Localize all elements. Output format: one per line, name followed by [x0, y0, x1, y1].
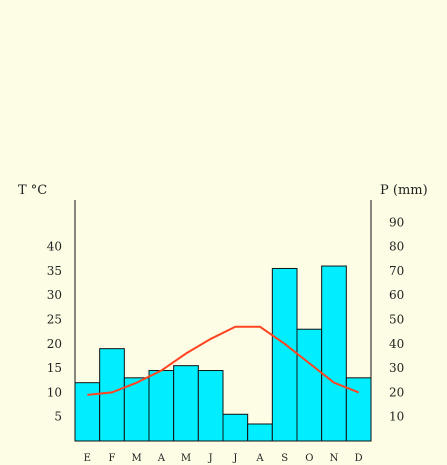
right-tick-label: 90 [389, 215, 404, 229]
x-tick-label: E [84, 453, 91, 464]
right-tick-label: 40 [389, 337, 404, 351]
left-tick-label: 20 [47, 337, 62, 351]
precipitation-bar-9 [271, 267, 298, 442]
precipitation-bar-12 [345, 377, 372, 442]
precipitation-bars [74, 265, 372, 442]
x-tick-label: A [157, 453, 166, 464]
x-tick-label: J [208, 453, 213, 464]
left-tick-label: 25 [47, 313, 62, 327]
x-tick-label: M [132, 453, 142, 464]
x-tick-label: F [109, 453, 116, 464]
right-tick-label: 20 [389, 385, 404, 399]
right-axis-ticks: 10 20 30 40 50 60 70 80 90 [389, 215, 404, 423]
precipitation-bar-5 [173, 365, 199, 442]
right-tick-label: 70 [389, 264, 404, 278]
x-tick-label: N [330, 453, 339, 464]
right-tick-label: 80 [389, 240, 404, 254]
left-tick-label: 5 [54, 410, 62, 424]
precipitation-bar-3 [123, 377, 150, 442]
precipitation-bar-10 [296, 328, 323, 442]
x-tick-label: O [305, 453, 313, 464]
left-tick-label: 35 [47, 264, 62, 278]
precipitation-bar-7 [222, 413, 249, 442]
x-tick-label: S [281, 453, 288, 464]
right-tick-label: 30 [389, 361, 404, 375]
precipitation-bar-4 [148, 370, 175, 442]
left-tick-label: 40 [47, 240, 62, 254]
right-tick-label: 10 [389, 410, 404, 424]
left-tick-label: 15 [47, 361, 62, 375]
precipitation-bar-6 [197, 370, 224, 442]
precipitation-bar-11 [321, 265, 347, 442]
x-tick-label: J [232, 453, 237, 464]
x-tick-label: D [355, 453, 363, 464]
left-axis-ticks: 5 10 15 20 25 30 35 40 [47, 240, 62, 424]
x-tick-label: A [255, 453, 264, 464]
right-tick-label: 60 [389, 288, 404, 302]
precipitation-bar-1 [74, 382, 101, 442]
right-tick-label: 50 [389, 313, 404, 327]
left-tick-label: 10 [47, 385, 62, 399]
x-tick-label: M [181, 453, 191, 464]
left-axis-title: T °C [18, 183, 47, 198]
temperature-line [87, 325, 360, 396]
left-tick-label: 30 [47, 288, 62, 302]
right-axis-title: P (mm) [380, 183, 428, 198]
precipitation-bar-2 [99, 348, 125, 442]
precipitation-bar-8 [247, 423, 273, 442]
